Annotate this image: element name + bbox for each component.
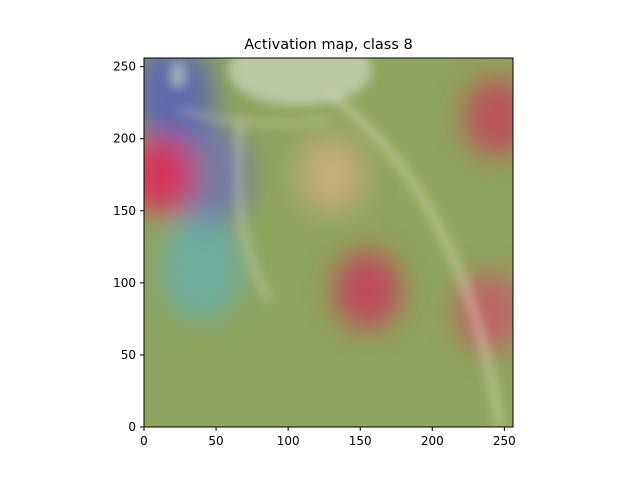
hotspot-2 [463, 78, 513, 157]
x-tick-label-3: 150 [349, 434, 372, 448]
y-tick-label-0: 0 [128, 420, 136, 434]
y-tick-label-1: 50 [121, 348, 136, 362]
y-tick-label-2: 100 [113, 276, 136, 290]
x-tick-label-0: 0 [140, 434, 148, 448]
y-tick-label-4: 200 [113, 132, 136, 146]
x-axis: 0 50 100 150 200 250 [140, 427, 516, 448]
hotspot-0 [333, 250, 402, 330]
y-tick-label-5: 250 [113, 60, 136, 74]
y-tick-label-3: 150 [113, 204, 136, 218]
x-tick-label-1: 50 [208, 434, 223, 448]
x-tick-label-2: 100 [277, 434, 300, 448]
activation-heatmap [144, 58, 513, 427]
x-tick-label-5: 250 [493, 434, 516, 448]
xray-anatomy-hints [170, 58, 505, 427]
plot-frame [143, 57, 514, 428]
coldspot-1 [167, 121, 251, 228]
hotspot-3 [144, 135, 196, 214]
chart-title: Activation map, class 8 [244, 37, 412, 53]
y-axis: 0 50 100 150 200 250 [113, 60, 144, 434]
hotspot-4 [297, 135, 366, 214]
coldspot-2 [159, 215, 244, 322]
x-tick-label-4: 200 [421, 434, 444, 448]
